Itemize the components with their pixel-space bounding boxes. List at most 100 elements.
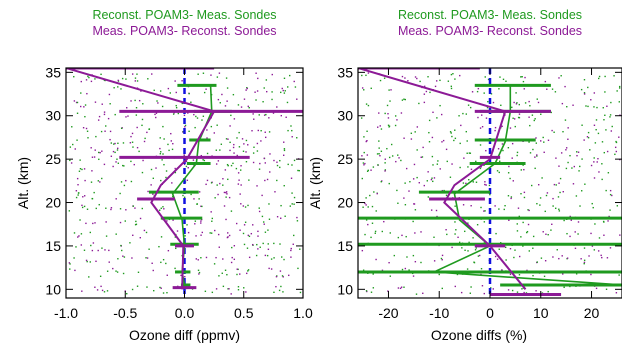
green-point: [242, 232, 245, 235]
green-point: [421, 156, 424, 158]
purple-point: [560, 152, 563, 154]
green-point: [534, 118, 536, 120]
green-point: [253, 146, 255, 148]
purple-point: [593, 177, 596, 179]
purple-point: [433, 260, 436, 262]
purple-point: [91, 156, 94, 158]
purple-point: [517, 207, 520, 209]
green-point: [153, 89, 155, 92]
green-point: [134, 99, 136, 102]
x-axis-label: Ozone diffs (%): [431, 327, 527, 343]
purple-point: [183, 163, 186, 166]
green-point: [138, 150, 140, 153]
purple-point: [423, 93, 426, 95]
green-point: [198, 271, 201, 274]
purple-point: [290, 249, 292, 252]
green-point: [363, 89, 365, 91]
green-point: [98, 158, 100, 161]
green-point: [450, 132, 452, 134]
green-point: [516, 102, 518, 104]
green-point: [558, 208, 560, 210]
purple-point: [536, 154, 538, 156]
green-point: [276, 275, 278, 277]
purple-point: [507, 289, 510, 291]
green-point: [516, 291, 519, 293]
green-point: [514, 125, 516, 128]
green-point: [386, 104, 389, 107]
green-point: [232, 93, 235, 96]
green-point: [247, 204, 249, 207]
green-point: [577, 233, 579, 235]
green-point: [215, 149, 218, 151]
green-point: [476, 224, 479, 226]
green-point: [536, 261, 539, 263]
purple-point: [528, 209, 530, 212]
green-point: [532, 235, 535, 238]
purple-point: [442, 139, 445, 142]
green-point: [68, 210, 71, 212]
green-point: [566, 232, 568, 235]
green-point: [260, 130, 262, 132]
purple-point: [527, 223, 530, 226]
purple-point: [526, 269, 528, 272]
green-point: [520, 192, 522, 195]
purple-point: [591, 245, 594, 247]
purple-point: [266, 90, 268, 93]
purple-point: [293, 80, 295, 83]
green-point: [226, 273, 228, 276]
green-point: [521, 288, 523, 290]
green-point: [196, 203, 198, 205]
green-point: [583, 262, 585, 265]
green-point: [362, 162, 365, 164]
purple-point: [497, 148, 500, 150]
purple-point: [219, 182, 221, 185]
green-point: [521, 76, 523, 78]
purple-point: [213, 132, 215, 134]
green-point: [262, 242, 264, 245]
green-point: [459, 142, 461, 145]
purple-point: [451, 163, 453, 165]
purple-point: [70, 162, 73, 164]
green-point: [557, 196, 560, 198]
purple-point: [572, 104, 574, 106]
purple-point: [136, 126, 138, 129]
purple-point: [104, 249, 106, 251]
green-point: [553, 131, 555, 133]
purple-point: [154, 113, 156, 116]
purple-point: [264, 179, 266, 182]
purple-point: [619, 114, 621, 116]
purple-point: [133, 163, 135, 166]
purple-point: [90, 80, 93, 83]
green-point: [230, 114, 232, 117]
green-point: [487, 100, 489, 103]
purple-point: [511, 142, 514, 145]
right-panel: Reconst. POAM3- Meas. Sondes Meas. POAM3-…: [307, 8, 622, 343]
green-point: [213, 263, 216, 265]
green-point: [616, 90, 618, 92]
green-point: [427, 196, 430, 198]
purple-point: [194, 223, 196, 225]
purple-point: [103, 111, 106, 113]
purple-point: [233, 118, 236, 120]
green-point: [297, 267, 299, 270]
purple-point: [282, 154, 285, 156]
green-point: [280, 91, 282, 94]
purple-point: [85, 127, 88, 130]
purple-point: [552, 197, 554, 200]
purple-point: [454, 285, 456, 288]
green-point: [123, 256, 126, 258]
purple-point: [240, 184, 242, 186]
green-point: [237, 286, 240, 288]
green-point: [291, 129, 293, 132]
green-point: [242, 150, 245, 152]
green-point: [404, 182, 406, 184]
green-point: [412, 220, 414, 223]
green-point: [597, 77, 600, 80]
green-point: [174, 171, 177, 174]
purple-point: [184, 276, 186, 278]
purple-point: [266, 178, 269, 181]
purple-point: [143, 140, 146, 143]
green-point: [160, 207, 162, 209]
purple-point: [85, 259, 88, 262]
purple-point: [387, 113, 389, 115]
